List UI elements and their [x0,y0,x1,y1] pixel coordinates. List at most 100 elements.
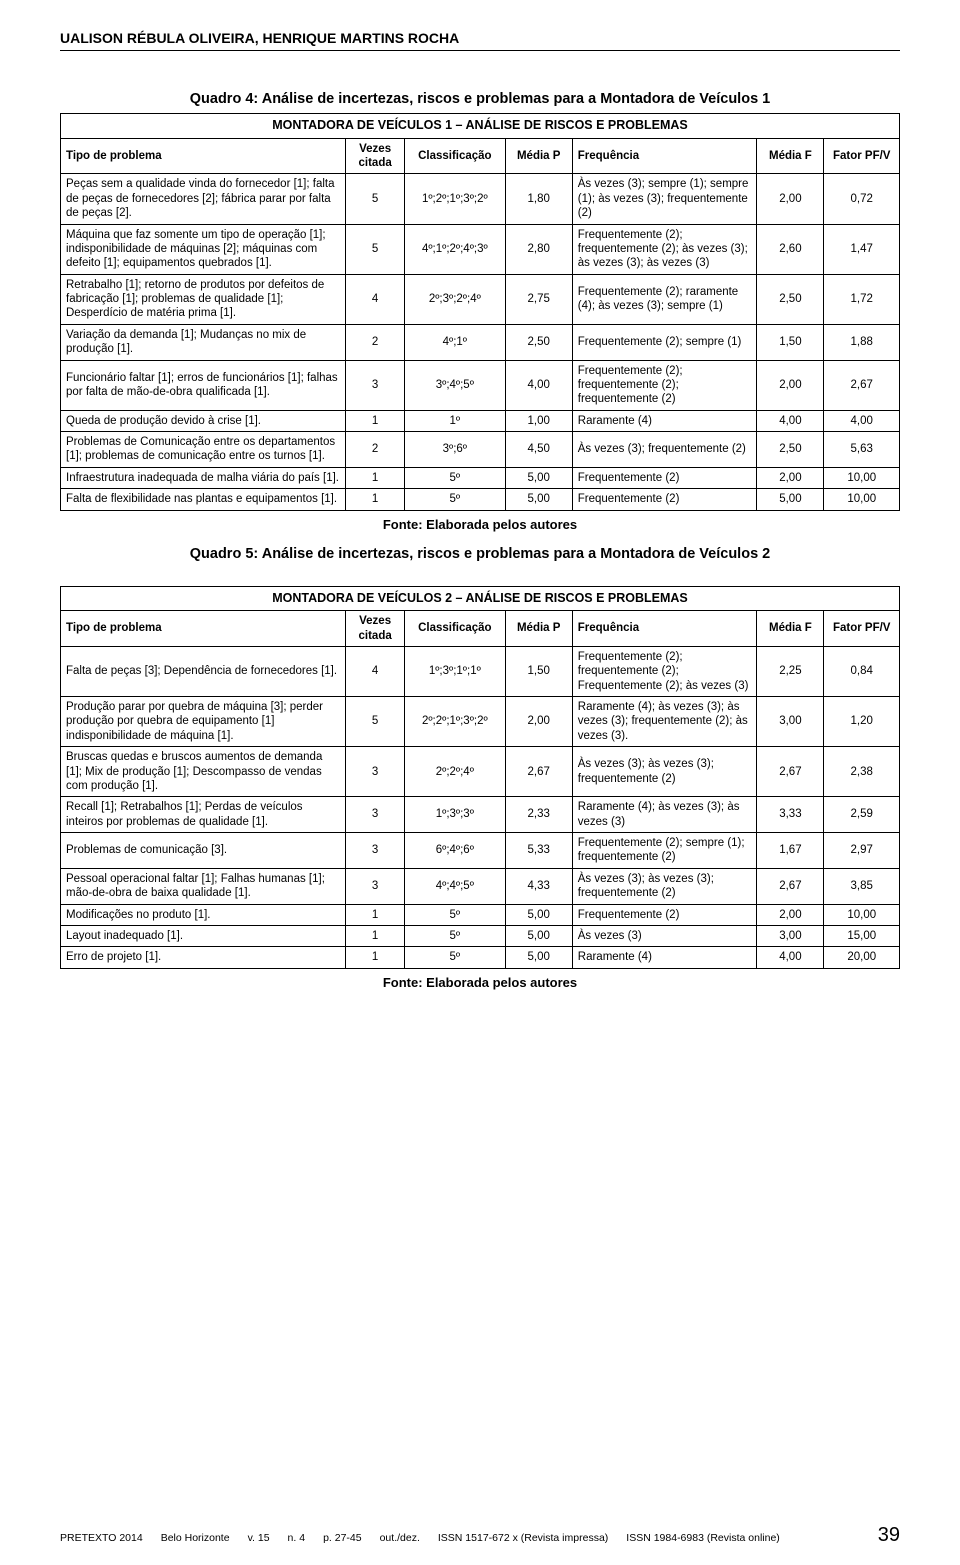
cell-class: 1º [404,410,505,431]
table5-fonte: Fonte: Elaborada pelos autores [60,975,900,990]
cell-tipo: Variação da demanda [1]; Mudanças no mix… [61,324,346,360]
cell-fator: 1,72 [824,274,900,324]
table-row: Erro de projeto [1].15º5,00Raramente (4)… [61,947,900,968]
cell-vezes: 2 [346,324,405,360]
cell-fator: 15,00 [824,925,900,946]
cell-tipo: Queda de produção devido à crise [1]. [61,410,346,431]
table-row: Problemas de comunicação [3].36º;4º;6º5,… [61,833,900,869]
cell-class: 5º [404,904,505,925]
cell-fator: 10,00 [824,467,900,488]
cell-freq: Raramente (4) [572,947,757,968]
cell-mediap: 4,50 [505,432,572,468]
cell-mediaf: 2,50 [757,432,824,468]
cell-class: 4º;1º [404,324,505,360]
cell-fator: 10,00 [824,904,900,925]
cell-vezes: 3 [346,360,405,410]
cell-mediap: 2,67 [505,747,572,797]
cell-mediaf: 1,67 [757,833,824,869]
cell-fator: 2,59 [824,797,900,833]
cell-mediaf: 2,00 [757,360,824,410]
th-class: Classificação [404,138,505,174]
footer-issn1: ISSN 1517-672 x (Revista impressa) [438,1532,608,1544]
cell-mediaf: 2,67 [757,747,824,797]
table-row: Funcionário faltar [1]; erros de funcion… [61,360,900,410]
cell-mediap: 2,33 [505,797,572,833]
table-row: Layout inadequado [1].15º5,00Às vezes (3… [61,925,900,946]
th-freq: Frequência [572,138,757,174]
table-row: Bruscas quedas e bruscos aumentos de dem… [61,747,900,797]
cell-fator: 1,88 [824,324,900,360]
cell-mediap: 5,00 [505,467,572,488]
th-mediaf: Média F [757,138,824,174]
cell-class: 3º;4º;5º [404,360,505,410]
cell-vezes: 2 [346,432,405,468]
cell-fator: 2,38 [824,747,900,797]
table-row: Máquina que faz somente um tipo de opera… [61,224,900,274]
table5-header-row: Tipo de problema Vezes citada Classifica… [61,611,900,647]
cell-mediap: 4,00 [505,360,572,410]
cell-fator: 4,00 [824,410,900,431]
cell-tipo: Problemas de comunicação [3]. [61,833,346,869]
footer: PRETEXTO 2014 Belo Horizonte v. 15 n. 4 … [60,1524,900,1547]
table-row: Problemas de Comunicação entre os depart… [61,432,900,468]
cell-fator: 5,63 [824,432,900,468]
cell-class: 6º;4º;6º [404,833,505,869]
cell-vezes: 3 [346,868,405,904]
cell-tipo: Máquina que faz somente um tipo de opera… [61,224,346,274]
cell-freq: Frequentemente (2); raramente (4); às ve… [572,274,757,324]
cell-tipo: Retrabalho [1]; retorno de produtos por … [61,274,346,324]
cell-tipo: Problemas de Comunicação entre os depart… [61,432,346,468]
cell-vezes: 1 [346,467,405,488]
cell-class: 2º;2º;4º [404,747,505,797]
table-row: Queda de produção devido à crise [1].11º… [61,410,900,431]
cell-vezes: 1 [346,904,405,925]
cell-fator: 10,00 [824,489,900,510]
cell-tipo: Peças sem a qualidade vinda do fornecedo… [61,174,346,224]
th-vezes: Vezes citada [346,138,405,174]
cell-freq: Frequentemente (2); sempre (1) [572,324,757,360]
table4-subtitle: MONTADORA DE VEÍCULOS 1 – ANÁLISE DE RIS… [61,114,900,139]
footer-num: n. 4 [288,1532,306,1544]
cell-freq: Às vezes (3) [572,925,757,946]
table-row: Falta de peças [3]; Dependência de forne… [61,646,900,696]
cell-tipo: Falta de flexibilidade nas plantas e equ… [61,489,346,510]
cell-vezes: 3 [346,797,405,833]
th-class: Classificação [404,611,505,647]
footer-period: out./dez. [380,1532,420,1544]
cell-mediap: 4,33 [505,868,572,904]
cell-vezes: 5 [346,174,405,224]
cell-mediap: 2,50 [505,324,572,360]
cell-class: 3º;6º [404,432,505,468]
cell-freq: Frequentemente (2) [572,467,757,488]
table4: MONTADORA DE VEÍCULOS 1 – ANÁLISE DE RIS… [60,113,900,511]
cell-mediap: 1,80 [505,174,572,224]
cell-mediaf: 2,00 [757,174,824,224]
cell-vezes: 3 [346,833,405,869]
cell-class: 1º;2º;1º;3º;2º [404,174,505,224]
cell-tipo: Funcionário faltar [1]; erros de funcion… [61,360,346,410]
cell-mediaf: 2,50 [757,274,824,324]
cell-class: 2º;2º;1º;3º;2º [404,697,505,747]
table-row: Variação da demanda [1]; Mudanças no mix… [61,324,900,360]
page: UALISON RÉBULA OLIVEIRA, HENRIQUE MARTIN… [0,0,960,1565]
table-row: Retrabalho [1]; retorno de produtos por … [61,274,900,324]
cell-vezes: 1 [346,489,405,510]
cell-freq: Às vezes (3); às vezes (3); frequentemen… [572,747,757,797]
cell-tipo: Recall [1]; Retrabalhos [1]; Perdas de v… [61,797,346,833]
cell-class: 1º;3º;3º [404,797,505,833]
cell-class: 5º [404,489,505,510]
cell-mediap: 1,00 [505,410,572,431]
cell-mediaf: 2,00 [757,467,824,488]
table5-title: Quadro 5: Análise de incertezas, riscos … [60,546,900,562]
cell-freq: Frequentemente (2); sempre (1); frequent… [572,833,757,869]
cell-mediap: 2,75 [505,274,572,324]
cell-class: 2º;3º;2º;4º [404,274,505,324]
cell-freq: Raramente (4); às vezes (3); às vezes (3… [572,797,757,833]
th-mediaf: Média F [757,611,824,647]
cell-freq: Frequentemente (2); frequentemente (2); … [572,224,757,274]
th-vezes: Vezes citada [346,611,405,647]
cell-freq: Raramente (4); às vezes (3); às vezes (3… [572,697,757,747]
cell-fator: 1,47 [824,224,900,274]
header-rule [60,50,900,51]
footer-city: Belo Horizonte [161,1532,230,1544]
